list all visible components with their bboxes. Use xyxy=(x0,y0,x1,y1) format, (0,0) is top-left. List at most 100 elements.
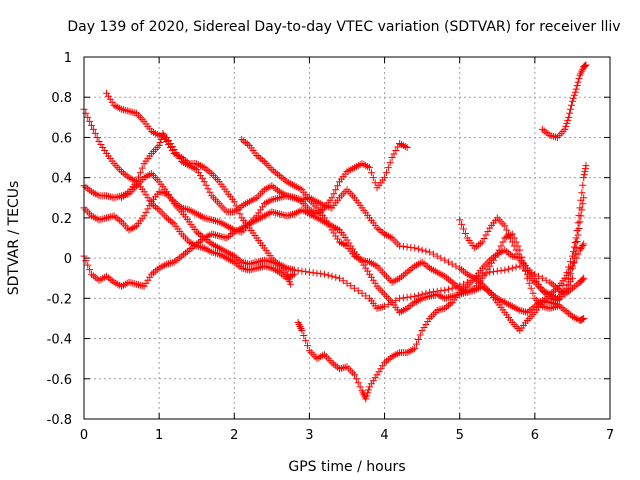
data-point xyxy=(146,273,154,281)
data-point xyxy=(563,269,571,277)
data-point xyxy=(569,94,577,102)
data-point xyxy=(403,268,411,276)
data-point xyxy=(550,303,558,311)
data-point xyxy=(581,62,589,70)
chart-title: Day 139 of 2020, Sidereal Day-to-day VTE… xyxy=(67,19,620,35)
data-point xyxy=(403,293,411,301)
data-point xyxy=(426,248,434,256)
data-point xyxy=(527,284,535,292)
data-point xyxy=(255,209,263,217)
data-point xyxy=(366,164,374,172)
data-point xyxy=(565,281,573,289)
data-point xyxy=(578,206,586,214)
y-axis-label: SDTVAR / TECUs xyxy=(6,181,22,296)
data-point xyxy=(153,204,161,212)
data-point xyxy=(272,169,280,177)
data-point xyxy=(195,169,203,177)
data-point xyxy=(302,337,310,345)
data-point xyxy=(133,178,141,186)
data-point xyxy=(570,254,578,262)
data-point xyxy=(358,289,366,297)
data-point xyxy=(476,240,484,248)
series-1 xyxy=(80,105,298,282)
data-point xyxy=(86,117,94,125)
data-point xyxy=(572,234,580,242)
data-point xyxy=(185,246,193,254)
data-point xyxy=(401,270,409,278)
data-point xyxy=(151,267,159,275)
data-point xyxy=(574,231,582,239)
data-point xyxy=(364,267,372,275)
x-tick-label: 4 xyxy=(380,428,388,443)
plot-frame xyxy=(83,56,611,420)
data-point xyxy=(97,140,105,148)
data-point xyxy=(206,215,214,223)
y-tick-label: 0 xyxy=(64,252,72,267)
data-point xyxy=(490,268,498,276)
data-point xyxy=(571,88,579,96)
data-point xyxy=(142,191,150,199)
data-point xyxy=(563,281,571,289)
data-point xyxy=(552,133,560,141)
data-point xyxy=(444,258,452,266)
data-point xyxy=(88,121,96,129)
y-tick-label: -0.2 xyxy=(47,292,72,307)
data-point xyxy=(309,269,317,277)
data-point xyxy=(334,182,342,190)
data-point xyxy=(195,229,203,237)
data-point xyxy=(386,159,394,167)
data-point xyxy=(300,332,308,340)
data-point xyxy=(568,274,576,282)
data-point xyxy=(298,327,306,335)
data-point xyxy=(567,270,575,278)
data-point xyxy=(302,268,310,276)
data-point xyxy=(580,274,588,282)
data-point xyxy=(581,62,589,70)
data-point xyxy=(343,279,351,287)
data-point xyxy=(335,274,343,282)
data-point xyxy=(580,63,588,71)
data-point xyxy=(365,386,373,394)
data-point xyxy=(542,128,550,136)
data-point xyxy=(196,172,204,180)
data-point xyxy=(362,292,370,300)
data-point xyxy=(508,264,516,272)
data-point xyxy=(572,281,580,289)
data-point xyxy=(363,392,371,400)
data-point xyxy=(580,171,588,179)
data-point xyxy=(444,285,452,293)
data-point xyxy=(304,342,312,350)
x-tick-label: 2 xyxy=(230,428,238,443)
data-point xyxy=(144,205,152,213)
data-point xyxy=(95,137,103,145)
x-tick-label: 7 xyxy=(606,428,614,443)
data-point xyxy=(354,287,362,295)
data-point xyxy=(347,282,355,290)
data-point xyxy=(578,315,586,323)
data-point xyxy=(568,284,576,292)
data-point xyxy=(377,365,385,373)
data-point xyxy=(384,164,392,172)
data-point xyxy=(129,279,137,287)
data-point xyxy=(448,284,456,292)
data-point xyxy=(200,178,208,186)
data-point xyxy=(84,113,92,121)
data-point xyxy=(505,265,513,273)
y-tick-label: 0.4 xyxy=(51,172,72,187)
data-point xyxy=(289,266,297,274)
data-point xyxy=(253,264,261,272)
data-point xyxy=(106,213,114,221)
data-point xyxy=(514,250,522,258)
data-point xyxy=(568,97,576,105)
data-point xyxy=(458,220,466,228)
data-point xyxy=(330,229,338,237)
data-point xyxy=(341,363,349,371)
data-point xyxy=(506,234,514,242)
data-point xyxy=(97,215,105,223)
data-point xyxy=(563,119,571,127)
data-point xyxy=(294,267,302,275)
data-point xyxy=(373,371,381,379)
data-point xyxy=(84,185,92,193)
data-point xyxy=(582,162,590,170)
data-point xyxy=(82,183,90,191)
